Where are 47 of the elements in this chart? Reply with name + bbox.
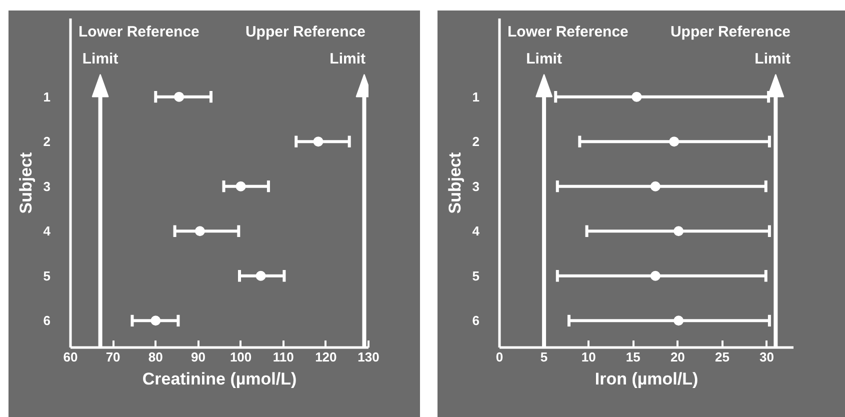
y-tick-label: 5 bbox=[43, 268, 51, 284]
ref-line-label: Lower Reference Limit bbox=[508, 23, 628, 68]
point bbox=[650, 181, 660, 192]
x-tick-label: 110 bbox=[272, 350, 294, 364]
point bbox=[313, 136, 324, 147]
y-tick-label: 2 bbox=[472, 134, 480, 150]
y-tick-label: 5 bbox=[472, 268, 480, 284]
x-tick-label: 80 bbox=[148, 350, 163, 364]
y-tick-label: 1 bbox=[472, 89, 480, 104]
x-tick-label: 25 bbox=[714, 350, 730, 364]
y-tick-label: 4 bbox=[472, 224, 480, 239]
y-tick-label: 3 bbox=[43, 178, 51, 194]
x-tick-label: 10 bbox=[581, 350, 596, 364]
y-axis-title: Subject bbox=[445, 152, 464, 214]
point bbox=[632, 92, 642, 102]
point bbox=[669, 136, 680, 147]
x-axis-title: Iron (µmol/L) bbox=[594, 370, 698, 388]
point bbox=[194, 226, 205, 236]
x-tick-label: 30 bbox=[760, 350, 774, 364]
y-axis-title: Subject bbox=[16, 152, 36, 214]
point bbox=[174, 92, 184, 102]
point bbox=[674, 226, 684, 236]
x-axis-title: Creatinine (µmol/L) bbox=[142, 370, 297, 388]
y-tick-label: 2 bbox=[43, 134, 51, 150]
ref-line-label: Lower Reference Limit bbox=[78, 23, 200, 68]
point bbox=[256, 270, 266, 281]
y-tick-label: 6 bbox=[472, 313, 480, 328]
y-tick-label: 3 bbox=[472, 178, 480, 194]
point bbox=[236, 181, 246, 192]
x-tick-label: 15 bbox=[626, 350, 640, 364]
point bbox=[650, 270, 660, 281]
point bbox=[150, 316, 161, 326]
x-tick-label: 20 bbox=[670, 350, 685, 364]
x-tick-label: 130 bbox=[358, 350, 380, 364]
x-tick-label: 0 bbox=[496, 350, 504, 364]
ref-line-label: Upper Reference Limit bbox=[245, 23, 366, 68]
x-tick-label: 5 bbox=[540, 350, 548, 364]
x-tick-label: 70 bbox=[106, 350, 120, 364]
x-tick-label: 60 bbox=[63, 350, 78, 364]
y-tick-label: 1 bbox=[43, 89, 51, 104]
point bbox=[674, 316, 684, 326]
y-tick-label: 6 bbox=[43, 313, 51, 328]
x-tick-label: 90 bbox=[190, 350, 206, 364]
x-tick-label: 100 bbox=[230, 350, 252, 364]
x-tick-label: 120 bbox=[315, 350, 337, 364]
ref-line-label: Upper Reference Limit bbox=[670, 23, 791, 68]
y-tick-label: 4 bbox=[43, 224, 52, 239]
